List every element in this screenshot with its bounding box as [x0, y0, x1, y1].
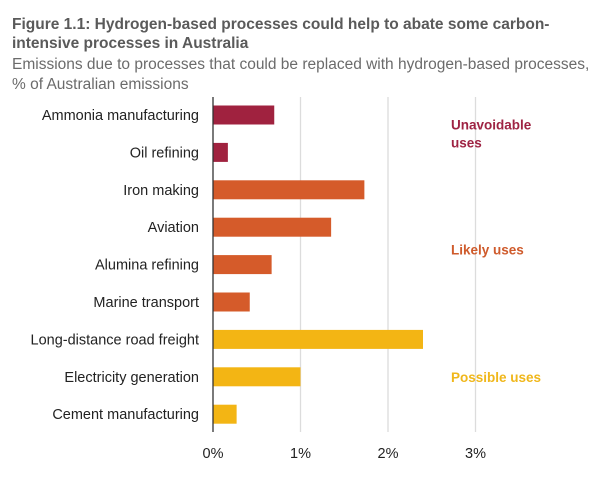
bar — [213, 217, 332, 237]
category-label: Iron making — [123, 183, 199, 199]
category-label: Aviation — [148, 220, 199, 236]
bar — [213, 255, 272, 275]
x-tick-label: 3% — [465, 446, 486, 462]
group-annotation: Possible uses — [451, 370, 541, 385]
category-label: Electricity generation — [64, 370, 199, 386]
group-annotation: Unavoidable — [451, 118, 532, 133]
bar — [213, 329, 423, 349]
x-tick-label: 2% — [378, 446, 399, 462]
bar — [213, 105, 275, 125]
x-tick-label: 1% — [290, 446, 311, 462]
category-label: Long-distance road freight — [31, 332, 199, 348]
group-annotation: uses — [451, 136, 482, 151]
group-annotation: Likely uses — [451, 243, 524, 258]
chart-subtitle: Emissions due to processes that could be… — [12, 56, 590, 93]
bar — [213, 367, 301, 387]
chart-title: Figure 1.1: Hydrogen-based processes cou… — [12, 16, 550, 52]
bar — [213, 404, 237, 424]
category-label: Alumina refining — [95, 258, 199, 274]
x-tick-label: 0% — [203, 446, 224, 462]
bar — [213, 142, 228, 162]
category-label: Oil refining — [130, 145, 199, 161]
category-label: Marine transport — [93, 295, 199, 311]
category-label: Cement manufacturing — [52, 407, 199, 423]
bar — [213, 180, 365, 200]
category-label: Ammonia manufacturing — [42, 108, 199, 124]
bar — [213, 292, 250, 312]
